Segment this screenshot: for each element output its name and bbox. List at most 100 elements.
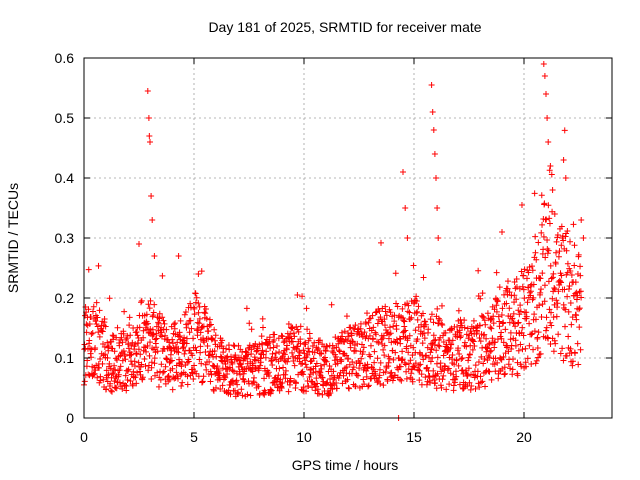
data-point xyxy=(429,354,436,361)
data-point xyxy=(114,324,121,331)
data-point xyxy=(466,351,473,358)
data-point xyxy=(393,300,400,307)
data-point xyxy=(81,341,88,348)
data-point xyxy=(352,322,359,329)
data-point xyxy=(356,365,363,372)
data-point xyxy=(270,344,277,351)
data-point xyxy=(414,316,421,323)
data-point xyxy=(478,353,485,360)
data-point xyxy=(234,381,241,388)
data-point xyxy=(461,339,468,346)
data-point xyxy=(377,314,384,321)
data-point xyxy=(318,365,325,372)
data-point xyxy=(546,306,553,313)
data-point xyxy=(456,381,463,388)
data-point xyxy=(561,127,568,134)
data-point xyxy=(501,364,508,371)
data-point xyxy=(295,328,302,335)
data-point xyxy=(175,253,182,259)
data-point xyxy=(541,200,548,207)
data-point xyxy=(333,344,340,351)
data-point xyxy=(549,187,556,193)
data-point xyxy=(137,351,144,358)
data-point xyxy=(149,217,156,223)
data-point xyxy=(494,359,501,366)
data-point xyxy=(295,371,302,378)
data-point xyxy=(178,383,185,390)
data-point xyxy=(530,346,537,353)
data-point xyxy=(148,364,155,371)
data-point xyxy=(566,282,573,289)
data-point xyxy=(427,358,434,365)
data-point xyxy=(173,369,180,376)
data-point xyxy=(397,363,404,370)
data-point xyxy=(537,286,544,293)
data-point xyxy=(299,293,306,300)
data-point xyxy=(186,329,193,336)
data-point xyxy=(102,323,109,330)
data-point xyxy=(199,378,206,385)
data-point xyxy=(197,349,204,356)
data-point xyxy=(90,371,97,378)
data-point xyxy=(575,251,582,258)
data-point xyxy=(188,325,195,332)
data-point xyxy=(185,320,192,327)
data-point xyxy=(532,233,539,240)
data-point xyxy=(259,341,266,348)
data-point xyxy=(474,368,481,375)
data-point xyxy=(370,335,377,342)
data-point xyxy=(416,362,423,369)
data-point xyxy=(241,378,248,385)
data-point xyxy=(485,341,492,348)
data-point xyxy=(534,334,541,341)
data-point xyxy=(463,343,470,350)
data-point xyxy=(194,332,201,339)
data-point xyxy=(448,327,455,334)
data-point xyxy=(144,326,151,333)
data-point xyxy=(479,290,486,297)
data-point xyxy=(381,352,388,359)
data-point xyxy=(517,341,524,348)
data-point xyxy=(520,286,527,293)
data-point xyxy=(363,373,370,380)
data-point xyxy=(99,328,106,335)
data-point xyxy=(327,390,334,396)
data-point xyxy=(506,289,513,296)
data-point xyxy=(416,367,423,374)
data-point xyxy=(507,329,514,336)
data-point xyxy=(174,339,181,346)
data-point xyxy=(517,308,524,315)
data-point xyxy=(196,320,203,327)
data-point xyxy=(148,193,155,199)
data-point xyxy=(448,341,455,348)
data-point xyxy=(83,363,90,370)
data-point xyxy=(409,352,416,359)
data-point xyxy=(280,339,287,346)
data-point xyxy=(143,311,150,318)
data-point xyxy=(563,247,570,254)
data-point xyxy=(389,377,396,384)
data-point xyxy=(278,384,285,391)
data-point xyxy=(167,351,174,358)
data-point xyxy=(272,350,279,357)
data-point xyxy=(219,365,226,372)
data-point xyxy=(344,337,351,344)
data-point xyxy=(571,262,578,269)
data-point xyxy=(512,323,519,330)
data-point xyxy=(558,279,565,286)
data-point xyxy=(126,314,133,321)
data-point xyxy=(397,336,404,343)
data-point xyxy=(501,371,508,378)
data-point xyxy=(323,358,330,365)
data-point xyxy=(477,373,484,380)
data-point xyxy=(573,289,580,296)
data-point xyxy=(145,367,152,374)
data-point xyxy=(565,333,572,340)
data-point xyxy=(402,361,409,368)
data-point xyxy=(562,233,569,240)
data-point xyxy=(86,337,93,344)
data-point xyxy=(155,383,162,390)
data-point xyxy=(178,363,185,370)
data-point xyxy=(133,329,140,336)
data-point xyxy=(127,332,134,339)
